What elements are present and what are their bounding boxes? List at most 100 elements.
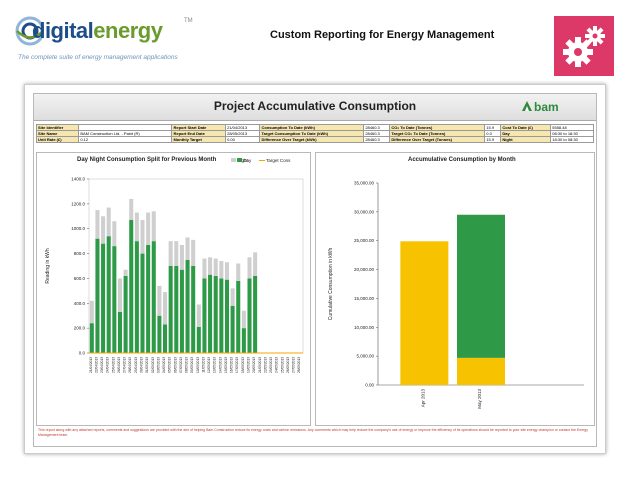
night-bar — [185, 237, 190, 260]
info-label: Unit Rate (£) — [35, 136, 80, 143]
night-bar — [247, 257, 252, 279]
report-frame: Project Accumulative Consumption bam Sit… — [33, 93, 597, 447]
info-value: 15.9 — [484, 136, 502, 143]
x-tick-label: 28/05/2013 — [297, 357, 301, 373]
x-tick-label: 22/05/2013 — [263, 357, 267, 373]
day-bar — [174, 266, 179, 353]
x-tick-label: 25/05/2013 — [280, 357, 284, 373]
x-tick-label: 12/05/2013 — [207, 357, 211, 373]
x-tick-label: 07/05/2013 — [179, 357, 183, 373]
x-tick-label: 10/05/2013 — [196, 357, 200, 373]
x-tick-label: 19/05/2013 — [247, 357, 251, 373]
x-tick-label: Apr 2013 — [420, 389, 425, 408]
x-tick-label: 26/05/2013 — [286, 357, 290, 373]
report-title: Project Accumulative Consumption — [213, 99, 417, 113]
night-bar — [140, 220, 145, 254]
logo-wordmark: digitalenergy — [32, 18, 163, 44]
added-bar — [457, 214, 505, 358]
night-bar — [162, 292, 168, 325]
x-tick-label: 25/04/2013 — [111, 357, 115, 373]
accumulative-chart-title: Accumulative Consumption by Month — [408, 157, 516, 163]
legend-target: Target Cons — [259, 158, 290, 163]
x-tick-label: 24/05/2013 — [275, 357, 279, 373]
x-tick-label: 02/05/2013 — [151, 357, 155, 373]
day-bar — [168, 266, 173, 353]
day-bar — [151, 241, 156, 353]
legend-day: Day — [237, 158, 251, 163]
y-tick-label: 0.00 — [365, 383, 374, 388]
logo-energy-text: energy — [93, 18, 163, 43]
night-bar — [236, 263, 241, 281]
y-tick-label: 25,000.00 — [354, 238, 375, 243]
x-tick-label: 06/05/2013 — [173, 357, 177, 373]
y-tick-label: 800.0 — [74, 251, 86, 256]
logo-trademark: TM — [184, 18, 193, 24]
x-tick-label: 15/05/2013 — [224, 357, 228, 373]
y-tick-label: 10,000.00 — [354, 325, 375, 330]
y-tick-label: 15,000.00 — [354, 296, 375, 301]
x-tick-label: 17/05/2013 — [235, 357, 239, 373]
day-bar — [202, 278, 207, 353]
night-bar — [230, 288, 235, 306]
y-axis-label: Cumulative Consumption in kWh — [328, 248, 334, 321]
x-tick-label: 16/05/2013 — [230, 357, 234, 373]
site-info-table: Site Identifier Report Start Date 21/04/20… — [35, 124, 594, 143]
x-tick-label: 28/04/2013 — [128, 357, 132, 373]
night-bar — [224, 262, 230, 280]
night-bar — [95, 210, 100, 239]
day-bar — [213, 275, 218, 353]
info-value: 0.12 — [78, 136, 173, 143]
day-bar — [101, 243, 106, 353]
x-tick-label: 05/05/2013 — [168, 357, 172, 373]
night-bar — [157, 285, 162, 316]
day-bar — [106, 236, 111, 353]
info-row: Unit Rate (£) 0.12 Monthly Target 0.00 Diffe… — [35, 136, 594, 143]
legend-target-label: Target Cons — [266, 158, 291, 163]
bam-brand: bam — [534, 100, 559, 114]
day-bar — [185, 259, 190, 353]
x-tick-label: 04/05/2013 — [162, 357, 166, 373]
day-bar — [253, 275, 258, 353]
x-tick-label: 03/05/2013 — [156, 357, 160, 373]
gears-tile — [554, 16, 614, 76]
report-banner: Project Accumulative Consumption bam — [34, 94, 596, 121]
day-bar — [95, 238, 100, 353]
night-bar — [134, 212, 139, 242]
day-night-chart-title: Day Night Consumption Split for Previous… — [77, 157, 217, 163]
y-tick-label: 30,000.00 — [354, 209, 375, 214]
day-night-chart: 0.0 200.0 400.0 600.0 800.0 1000.0 1200.0 1400.… — [45, 177, 304, 373]
day-bar — [146, 244, 151, 353]
page-title: Custom Reporting for Energy Management — [270, 29, 495, 41]
night-bar — [89, 300, 94, 324]
info-row: Site Identifier Report Start Date 21/04/20… — [35, 124, 594, 131]
night-bar — [241, 310, 246, 329]
day-bar — [247, 278, 252, 353]
night-bar — [208, 257, 213, 275]
day-bar — [236, 280, 241, 353]
night-bar — [151, 211, 156, 242]
x-tick-label: 11/05/2013 — [201, 357, 205, 373]
x-tick-label: 26/04/2013 — [117, 357, 121, 373]
x-tick-label: 08/05/2013 — [185, 357, 189, 373]
base-bar — [400, 241, 449, 385]
y-tick-label: 200.0 — [74, 326, 86, 331]
x-tick-label: May 2013 — [477, 389, 482, 409]
x-tick-label: 22/04/2013 — [94, 357, 98, 373]
base-bar — [457, 357, 505, 385]
day-bar — [196, 326, 201, 353]
x-tick-label: 13/05/2013 — [213, 357, 217, 373]
night-bar — [117, 278, 123, 312]
day-bar — [89, 323, 94, 353]
report-footer-note: This report along with any attached repo… — [38, 428, 589, 437]
legend-night: Night — [231, 158, 248, 163]
y-tick-label: 35,000.00 — [354, 181, 375, 186]
day-bar — [123, 275, 128, 353]
night-bar — [191, 239, 196, 266]
day-bar — [191, 266, 196, 353]
report-document: Project Accumulative Consumption bam Sit… — [24, 84, 606, 454]
day-bar — [112, 246, 117, 353]
y-axis-label: Reading in kWh — [45, 248, 51, 284]
day-bar — [129, 220, 134, 353]
night-bar — [253, 252, 258, 276]
night-bar — [219, 261, 224, 279]
